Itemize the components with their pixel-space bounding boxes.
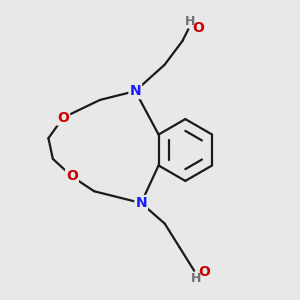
Text: O: O <box>193 21 205 35</box>
Text: N: N <box>135 196 147 210</box>
Text: H: H <box>190 272 201 285</box>
Text: O: O <box>199 265 210 279</box>
Text: O: O <box>57 111 69 124</box>
Text: N: N <box>130 84 141 98</box>
Text: H: H <box>184 15 195 28</box>
Text: O: O <box>66 169 78 184</box>
